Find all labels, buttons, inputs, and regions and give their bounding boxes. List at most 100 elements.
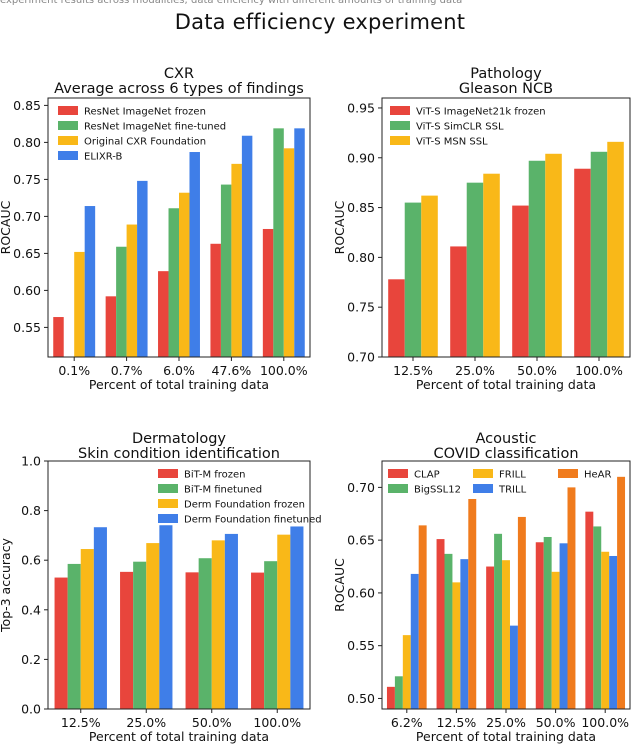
legend-entry: FRILL (499, 470, 526, 481)
y-tick-label: 0.60 (347, 585, 375, 600)
y-tick-label: 0.6 (21, 553, 41, 568)
bar-bit-m-finetuned-0 (67, 563, 81, 709)
plot-frame (381, 460, 631, 710)
legend-entry: ViT-S ImageNet21k frozen (416, 107, 546, 118)
legend-entry: BiT-M finetuned (184, 485, 262, 496)
bar-resnet-imagenet-fine-tuned-1 (116, 246, 127, 357)
y-tick-label: 0.75 (347, 300, 375, 315)
bar-frill-0 (402, 635, 411, 709)
bar-frill-3 (551, 571, 560, 709)
bar-frill-2 (502, 560, 510, 709)
x-tick-label: 0.7% (111, 363, 143, 378)
bar-clap-3 (535, 542, 544, 709)
x-tick-label: 50.0% (192, 715, 232, 730)
bar-clap-0 (386, 686, 395, 709)
legend-swatch (388, 469, 408, 478)
chart-subtitle: Average across 6 types of findings (54, 81, 304, 97)
x-tick-label: 12.5% (393, 363, 433, 378)
y-tick-label: 0.70 (347, 350, 375, 365)
x-axis-label: Percent of total training data (416, 729, 596, 744)
bar-derm-foundation-finetuned-1 (159, 525, 173, 709)
legend-swatch (158, 514, 178, 523)
y-tick-label: 0.70 (347, 480, 375, 495)
bar-bigssl12-4 (593, 526, 602, 709)
bar-derm-foundation-frozen-2 (211, 540, 225, 709)
bar-trill-0 (410, 573, 419, 709)
bar-hear-1 (468, 498, 477, 709)
bar-derm-foundation-finetuned-3 (290, 526, 304, 709)
plot-frame (47, 97, 311, 358)
legend-entry: Derm Foundation frozen (184, 500, 305, 511)
chart-subtitle: Gleason NCB (459, 81, 553, 97)
chart-title: Acoustic (476, 431, 537, 447)
bar-elixr-b-0 (84, 206, 96, 357)
legend: ResNet ImageNet frozen ResNet ImageNet fi… (58, 106, 226, 163)
bar-trill-3 (559, 543, 568, 709)
bar-original-cxr-foundation-3 (231, 163, 242, 357)
bar-trill-4 (609, 555, 618, 709)
y-tick-label: 0.4 (21, 602, 41, 617)
bar-derm-foundation-finetuned-0 (93, 527, 107, 709)
y-tick-label: 0.8 (21, 503, 41, 518)
chart-title: Pathology (470, 66, 542, 82)
bar-hear-4 (617, 476, 626, 709)
bar-resnet-imagenet-fine-tuned-3 (220, 184, 232, 357)
bar-vit-s-imagenet21k-frozen-1 (450, 246, 467, 357)
y-axis-label: ROCAUC (332, 200, 347, 254)
x-tick-label: 0.1% (58, 363, 90, 378)
legend-entry: ResNet ImageNet fine-tuned (84, 122, 226, 133)
bar-resnet-imagenet-fine-tuned-2 (168, 208, 179, 357)
bar-clap-1 (436, 539, 445, 709)
legend-swatch (390, 106, 410, 115)
bar-vit-s-msn-ssl-2 (545, 153, 562, 357)
y-tick-label: 1.0 (21, 454, 41, 469)
x-axis-label: Percent of total training data (89, 729, 269, 744)
legend: ViT-S ImageNet21k frozen ViT-S SimCLR SSL… (390, 106, 546, 148)
bar-frill-4 (601, 551, 610, 709)
bar-derm-foundation-finetuned-2 (224, 533, 238, 709)
y-axis-label: Top-3 accuracy (0, 537, 13, 633)
bar-resnet-imagenet-frozen-4 (262, 228, 274, 357)
bar-original-cxr-foundation-2 (179, 192, 190, 357)
x-tick-label: 47.6% (212, 363, 252, 378)
y-tick-label: 0.80 (347, 250, 375, 265)
bar-vit-s-simclr-ssl-2 (528, 160, 546, 357)
x-tick-label: 25.0% (455, 363, 495, 378)
bar-hear-3 (567, 487, 576, 709)
legend-entry: Original CXR Foundation (84, 137, 206, 148)
x-tick-label: 100.0% (581, 715, 629, 730)
legend-entry: ViT-S SimCLR SSL (416, 122, 504, 133)
legend-entry: BiT-M frozen (184, 470, 246, 481)
legend-swatch (58, 106, 78, 115)
bar-derm-foundation-frozen-1 (146, 543, 160, 709)
legend-swatch (158, 484, 178, 493)
y-tick-label: 0.0 (21, 702, 41, 717)
x-tick-label: 6.2% (391, 715, 423, 730)
y-axis-label: ROCAUC (0, 200, 13, 254)
legend-swatch (473, 469, 493, 478)
bar-vit-s-simclr-ssl-3 (590, 151, 608, 357)
bar-vit-s-simclr-ssl-1 (466, 182, 484, 357)
x-tick-label: 6.0% (163, 363, 195, 378)
caption-fragment: experiment results across modalities; da… (0, 0, 463, 6)
x-tick-label: 100.0% (575, 363, 623, 378)
bar-derm-foundation-frozen-3 (277, 534, 291, 709)
y-tick-label: 0.80 (13, 135, 41, 150)
y-tick-label: 0.85 (347, 200, 375, 215)
x-tick-label: 12.5% (437, 715, 477, 730)
bar-vit-s-msn-ssl-1 (483, 173, 500, 357)
bar-vit-s-simclr-ssl-0 (404, 202, 422, 357)
legend-entry: ELIXR-B (84, 152, 122, 163)
bar-elixr-b-1 (137, 180, 148, 357)
y-tick-label: 0.60 (13, 283, 41, 298)
legend: BiT-M frozen BiT-M finetuned Derm Foundati… (158, 469, 322, 526)
y-tick-label: 0.55 (347, 638, 375, 653)
bar-bigssl12-3 (543, 536, 552, 709)
bar-resnet-imagenet-frozen-3 (210, 243, 221, 357)
legend-entry: TRILL (498, 485, 527, 496)
legend-swatch (58, 121, 78, 130)
y-axis-label: ROCAUC (332, 558, 347, 612)
bar-elixr-b-3 (241, 135, 253, 357)
x-tick-label: 100.0% (253, 715, 301, 730)
